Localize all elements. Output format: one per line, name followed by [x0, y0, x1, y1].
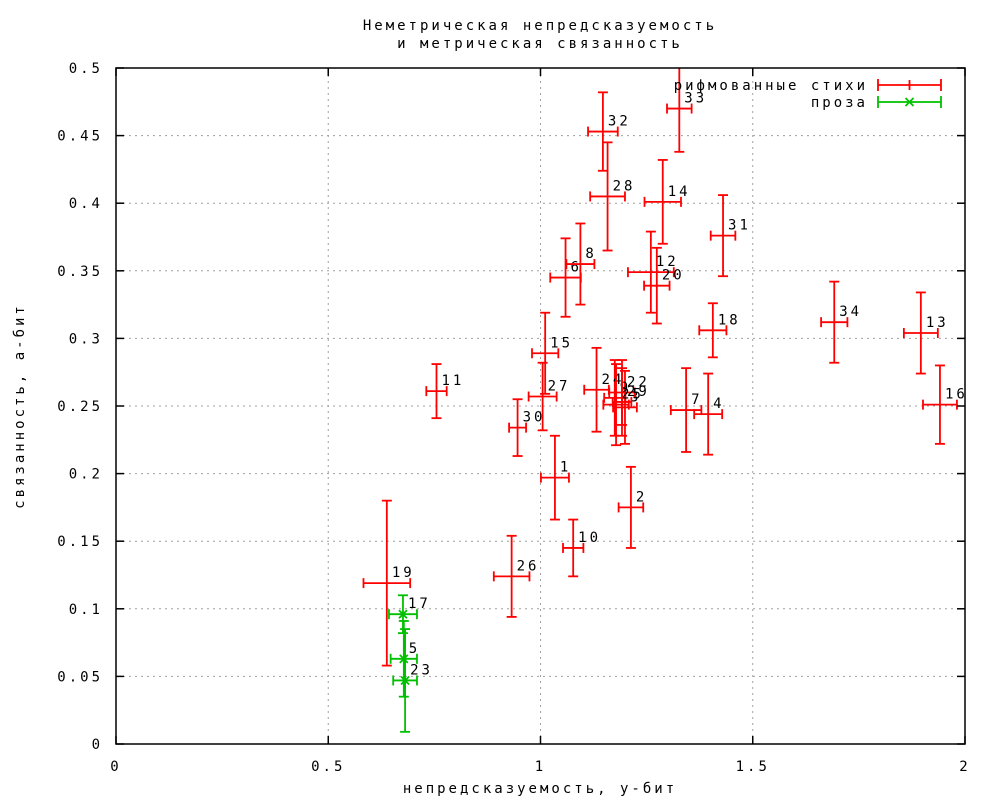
data-point-1 — [540, 434, 570, 521]
y-tick-label: 0 — [92, 737, 103, 753]
plot-frame — [115, 67, 966, 745]
point-label-2: 2 — [636, 489, 647, 505]
data-point-5 — [389, 620, 418, 698]
point-label-14: 14 — [668, 184, 691, 200]
data-point-10 — [562, 518, 585, 578]
data-point-27 — [527, 361, 558, 432]
point-label-8: 8 — [585, 246, 596, 262]
frame-layer: 0 0.5 1 1.5 200.050.10.150.20.250.30.350.40.… — [57, 61, 970, 775]
point-label-15: 15 — [550, 335, 573, 351]
data-point-15 — [531, 311, 560, 395]
data-point-2 — [617, 465, 645, 549]
data-point-16 — [922, 364, 958, 445]
data-point-26 — [492, 534, 531, 618]
data-point-32 — [587, 91, 619, 172]
point-label-9: 9 — [620, 380, 631, 396]
y-tick-label: 0.45 — [57, 129, 103, 145]
data-layer: 123 4678910111213141516181920222425262728… — [362, 68, 968, 733]
point-label-12: 12 — [656, 254, 679, 270]
y-tick-label: 0.1 — [69, 602, 103, 618]
point-label-20: 20 — [662, 268, 685, 284]
data-point-18 — [698, 302, 728, 359]
point-label-11: 11 — [441, 373, 464, 389]
data-point-17 — [388, 594, 418, 635]
y-tick-label: 0.3 — [69, 331, 103, 347]
y-tick-label: 0.5 — [69, 61, 103, 77]
data-point-30 — [508, 398, 527, 457]
data-point-12 — [627, 230, 675, 314]
data-point-6 — [549, 237, 582, 318]
point-label-27: 27 — [548, 379, 571, 395]
point-label-24: 24 — [602, 372, 625, 388]
y-axis-label: связанность, а-бит — [12, 303, 28, 509]
x-tick-label: 2 — [959, 759, 970, 775]
x-tick-label: 0.5 — [311, 759, 345, 775]
point-label-30: 30 — [523, 410, 546, 426]
data-point-19 — [362, 499, 412, 667]
data-point-28 — [589, 141, 626, 252]
point-label-32: 32 — [608, 114, 631, 130]
chart-title-line1: Неметрическая непредсказуемость — [363, 18, 717, 34]
point-label-34: 34 — [839, 304, 862, 320]
y-tick-label: 0.05 — [57, 669, 103, 685]
legend-sample-1 — [877, 96, 942, 108]
data-point-13 — [902, 291, 939, 375]
data-point-7 — [669, 367, 703, 453]
chart-title-line2: и метрическая связанность — [397, 36, 683, 52]
x-tick-label: 1.5 — [736, 759, 770, 775]
data-point-33 — [666, 68, 693, 153]
point-label-17: 17 — [408, 596, 431, 612]
grid-layer — [117, 69, 964, 743]
data-point-3 — [612, 369, 638, 445]
point-label-29: 29 — [627, 384, 650, 400]
text-layer: Неметрическая непредсказуемость и метрич… — [12, 18, 717, 797]
y-tick-label: 0.15 — [57, 534, 103, 550]
point-label-26: 26 — [517, 558, 540, 574]
x-tick-label: 1 — [535, 759, 546, 775]
data-point-20 — [643, 246, 671, 325]
point-label-13: 13 — [926, 315, 949, 331]
point-label-19: 19 — [392, 565, 415, 581]
point-label-1: 1 — [560, 460, 571, 476]
point-label-7: 7 — [691, 392, 702, 408]
data-point-14 — [643, 159, 682, 245]
point-label-22: 22 — [627, 374, 650, 390]
y-tick-label: 0.25 — [57, 399, 103, 415]
data-point-8 — [565, 222, 596, 306]
data-point-34 — [820, 280, 849, 364]
data-point-23 — [392, 628, 418, 733]
point-label-31: 31 — [728, 218, 751, 234]
point-label-28: 28 — [613, 178, 636, 194]
point-label-6: 6 — [571, 260, 582, 276]
x-tick-label: 0 — [110, 759, 121, 775]
legend-sample-0 — [877, 79, 942, 91]
data-point-24 — [583, 346, 610, 433]
data-point-31 — [709, 194, 737, 278]
data-point-11 — [425, 363, 448, 420]
point-label-23: 23 — [410, 662, 433, 678]
point-label-33: 33 — [684, 91, 707, 107]
y-tick-label: 0.2 — [69, 467, 103, 483]
legend-label-0: рифмованные стихи — [674, 78, 868, 94]
legend-label-1: проза — [811, 95, 868, 111]
data-point-29 — [611, 367, 633, 437]
data-point-4 — [693, 372, 724, 456]
point-label-25: 25 — [621, 387, 644, 403]
point-label-16: 16 — [945, 387, 968, 403]
point-label-5: 5 — [409, 641, 420, 657]
point-label-4: 4 — [713, 396, 724, 412]
y-tick-label: 0.4 — [69, 196, 103, 212]
x-axis-label: непредсказуемость, у-бит — [403, 781, 677, 797]
y-tick-label: 0.35 — [57, 264, 103, 280]
point-label-10: 10 — [578, 530, 601, 546]
point-label-18: 18 — [718, 312, 741, 328]
